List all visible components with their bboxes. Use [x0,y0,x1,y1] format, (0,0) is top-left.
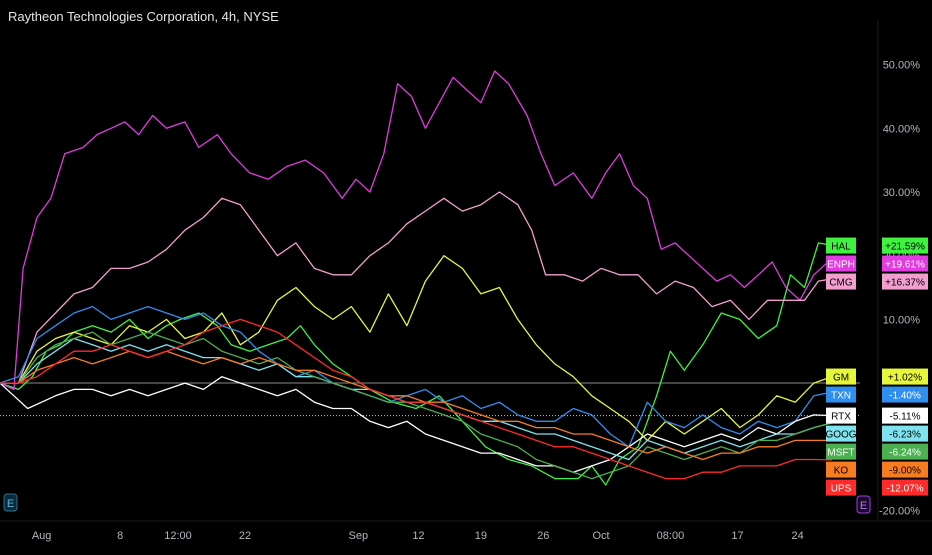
x-tick-label: Sep [349,530,369,542]
series-value-label: -1.40% [889,391,921,402]
y-tick-label: 30.00% [883,187,921,199]
x-tick-label: 19 [475,530,487,542]
series-name-label: RTX [831,412,851,423]
series-line-gm [0,255,833,442]
series-value-tag-cmg [882,273,928,290]
series-name-tag-goog [826,425,856,442]
series-name-label: UPS [831,484,852,495]
series-name-tag-msft [826,443,856,460]
x-tick-label: Oct [593,530,610,542]
series-line-enph [0,70,833,391]
series-value-tag-enph [882,255,928,272]
series-line-hal [0,242,833,486]
series-name-tag-cmg [826,273,856,290]
series-name-tag-enph [826,255,856,272]
series-value-tag-gm [882,368,928,385]
y-tick-label: 10.00% [883,314,921,326]
x-tick-label: 12 [412,530,424,542]
x-tick-label: 26 [537,530,549,542]
series-value-label: +1.02% [888,373,922,384]
event-marker-right [856,495,871,514]
event-marker-left [3,493,18,512]
series-name-label: ENPH [827,260,855,271]
event-marker-right-label: E [860,500,867,512]
x-tick-label: 08:00 [657,530,685,542]
y-tick-label: 40.00% [883,123,921,135]
x-tick-label: 24 [791,530,803,542]
x-tick-label: 12:00 [164,530,192,542]
series-value-label: +19.61% [885,260,925,271]
series-value-tag-goog [882,425,928,442]
x-tick-label: 8 [117,530,123,542]
series-name-label: GOOG [825,430,856,441]
x-tick-label: Aug [32,530,52,542]
series-name-label: CMG [829,278,853,289]
series-name-label: KO [834,466,849,477]
series-value-label: +21.59% [885,242,925,253]
series-name-tag-hal [826,237,856,254]
series-value-label: -6.23% [889,430,921,441]
series-name-tag-txn [826,386,856,403]
series-name-label: MSFT [827,448,854,459]
series-value-label: -12.07% [886,484,923,495]
chart-title: Raytheon Technologies Corporation, 4h, N… [8,9,279,24]
series-name-label: HAL [831,242,851,253]
series-name-label: GM [833,373,849,384]
event-marker-left-label: E [7,498,14,510]
y-tick-label: -20.00% [879,505,920,517]
series-line-txn [0,305,833,448]
x-tick-label: 22 [239,530,251,542]
series-value-tag-hal [882,237,928,254]
series-value-tag-ups [882,479,928,496]
series-value-label: -5.11% [890,412,921,423]
series-value-tag-rtx [882,407,928,424]
series-name-tag-ups [826,479,856,496]
series-line-msft [0,331,833,480]
series-name-tag-ko [826,461,856,478]
series-value-tag-txn [882,386,928,403]
series-value-tag-msft [882,443,928,460]
series-name-label: TXN [831,391,851,402]
series-line-cmg [0,191,833,384]
series-line-ups [0,318,833,480]
series-name-tag-gm [826,368,856,385]
series-name-tag-rtx [826,407,856,424]
series-value-label: -9.00% [889,466,921,477]
x-tick-label: 17 [731,530,743,542]
series-value-tag-ko [882,461,928,478]
y-tick-label: 50.00% [883,60,921,72]
series-value-label: -6.24% [889,448,921,459]
series-line-rtx [0,376,833,473]
series-value-label: +16.37% [885,278,925,289]
